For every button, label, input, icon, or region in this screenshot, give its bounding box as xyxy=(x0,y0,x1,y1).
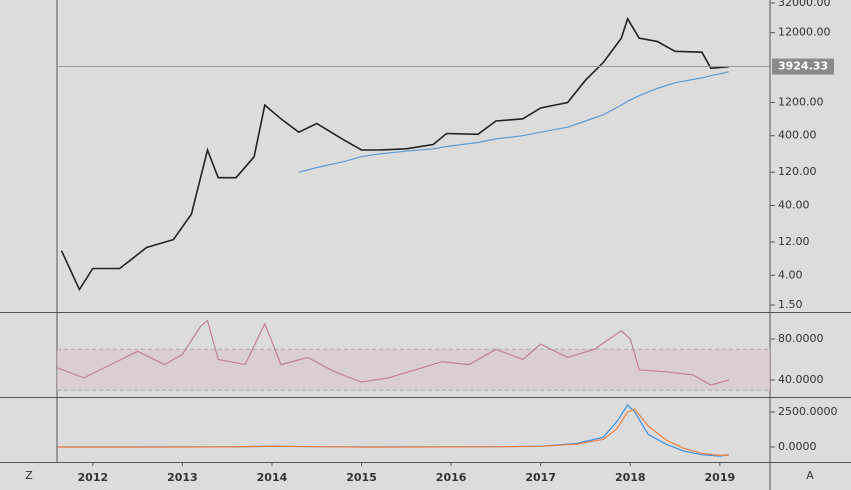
series-line xyxy=(57,408,729,457)
x-tick-label: 2017 xyxy=(525,471,556,484)
y-tick-label: 1.50 xyxy=(778,298,803,311)
y-tick-label: 80.0000 xyxy=(778,332,824,345)
series-line xyxy=(56,319,729,386)
y-tick-label: 32000.00 xyxy=(778,0,831,9)
y-tick-label: 1200.00 xyxy=(778,95,824,108)
last-price-label: 3924.33 xyxy=(778,60,828,73)
y-tick-label: 400.00 xyxy=(778,129,817,142)
y-tick-label: 0.0000 xyxy=(778,440,817,453)
x-tick-label: 2018 xyxy=(615,471,646,484)
x-tick-label: 2013 xyxy=(167,471,198,484)
y-tick-label: 12000.00 xyxy=(778,26,831,39)
x-tick-label: 2016 xyxy=(436,471,467,484)
y-tick-label: 4.00 xyxy=(778,268,803,281)
series-line xyxy=(298,71,729,173)
series-line xyxy=(60,16,729,292)
footer-right-button[interactable]: A xyxy=(806,469,814,482)
y-tick-label: 12.00 xyxy=(778,235,810,248)
footer-left-button[interactable]: Z xyxy=(25,469,33,482)
x-tick-label: 2014 xyxy=(257,471,288,484)
y-tick-label: 40.00 xyxy=(778,199,810,212)
y-tick-label: 2500.0000 xyxy=(778,405,838,418)
y-tick-label: 40.0000 xyxy=(778,373,824,386)
x-tick-label: 2015 xyxy=(346,471,377,484)
x-tick-label: 2019 xyxy=(705,471,736,484)
x-tick-label: 2012 xyxy=(78,471,109,484)
last-price-box xyxy=(772,58,834,75)
y-tick-label: 120.00 xyxy=(778,165,817,178)
